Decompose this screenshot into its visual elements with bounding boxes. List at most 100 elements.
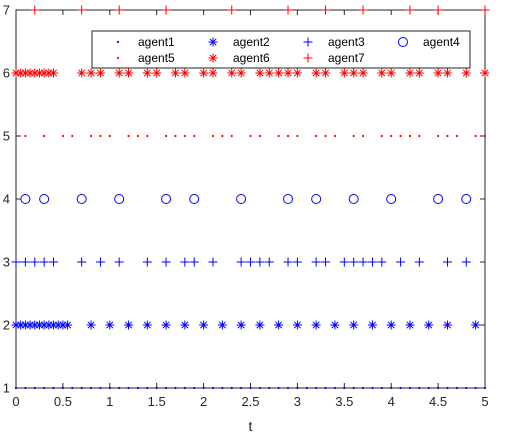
data-point-agent4 (283, 194, 294, 204)
x-tick-label: 1 (106, 394, 113, 409)
data-point-agent1 (343, 386, 346, 390)
data-point-agent6 (405, 68, 415, 78)
data-point-agent5 (352, 134, 355, 138)
data-point-agent6 (377, 68, 387, 78)
data-point-agent5 (296, 134, 299, 138)
data-point-agent3 (283, 257, 293, 267)
legend-label-agent3: agent3 (328, 35, 365, 49)
legend-label-agent5: agent5 (138, 51, 175, 65)
data-point-agent2 (386, 320, 396, 330)
data-point-agent1 (174, 386, 177, 390)
legend-marker-agent7 (303, 53, 313, 63)
data-point-agent4 (76, 194, 87, 204)
y-tick-label: 1 (3, 381, 10, 396)
data-point-agent1 (43, 386, 46, 390)
data-point-agent5 (333, 134, 337, 138)
data-point-agent3 (208, 257, 218, 267)
data-point-agent1 (240, 386, 243, 390)
data-point-agent3 (321, 257, 331, 267)
y-tick-label: 6 (3, 66, 10, 81)
data-point-agent3 (11, 257, 21, 267)
data-point-agent1 (61, 386, 64, 390)
data-point-agent1 (71, 386, 74, 390)
data-point-agent3 (367, 257, 377, 267)
data-point-agent4 (20, 194, 31, 204)
data-point-agent1 (80, 386, 83, 390)
data-point-agent4 (39, 194, 50, 204)
data-point-agent5 (361, 134, 365, 138)
series-agent3 (11, 257, 471, 267)
data-point-agent2 (11, 320, 21, 330)
data-point-agent2 (255, 320, 265, 330)
data-point-agent3 (246, 257, 255, 267)
data-point-agent6 (480, 68, 490, 78)
x-tick-label: 3 (294, 394, 301, 409)
data-point-agent4 (461, 194, 472, 204)
data-point-agent1 (268, 386, 271, 390)
data-point-agent5 (483, 134, 487, 138)
data-point-agent1 (108, 386, 111, 390)
data-point-agent1 (52, 386, 55, 390)
data-point-agent6 (39, 68, 49, 78)
data-point-agent6 (152, 68, 162, 78)
data-point-agent4 (433, 194, 444, 204)
data-point-agent1 (164, 386, 168, 390)
legend-box (91, 30, 471, 69)
data-point-agent5 (174, 134, 177, 138)
data-point-agent7 (433, 5, 443, 15)
data-point-agent6 (114, 68, 124, 78)
data-point-agent2 (39, 320, 49, 330)
data-point-agent1 (118, 386, 121, 390)
data-point-agent3 (20, 257, 30, 267)
data-point-agent6 (77, 68, 87, 78)
data-point-agent6 (349, 68, 359, 78)
data-point-agent2 (367, 320, 377, 330)
data-point-agent5 (211, 134, 215, 138)
data-point-agent3 (396, 257, 406, 267)
data-point-agent5 (390, 134, 393, 138)
data-point-agent2 (58, 320, 68, 330)
data-point-agent6 (11, 68, 21, 78)
data-point-agent1 (474, 386, 477, 390)
data-point-agent6 (25, 68, 35, 78)
x-tick-label: 0 (12, 394, 19, 409)
data-point-agent3 (142, 257, 152, 267)
data-point-agent5 (324, 134, 327, 138)
data-point-agent1 (324, 386, 327, 390)
data-point-agent6 (292, 68, 302, 78)
series-agent2 (11, 320, 481, 330)
y-tick-label: 4 (3, 192, 10, 207)
data-point-agent4 (189, 194, 200, 204)
series-agent7 (30, 5, 490, 15)
data-point-agent1 (136, 386, 140, 390)
data-point-agent1 (437, 386, 440, 390)
data-point-agent5 (437, 134, 440, 138)
data-point-agent1 (33, 386, 36, 390)
data-point-agent3 (292, 257, 302, 267)
data-point-agent2 (44, 320, 54, 330)
y-tick-label: 3 (3, 255, 10, 270)
data-point-agent1 (211, 386, 215, 390)
data-point-agent6 (358, 68, 368, 78)
data-point-agent1 (465, 386, 468, 390)
legend-item-agent6: agent6 (208, 51, 270, 65)
legend: agent1 agent2 agent3 agent4 agent5 agent6 agen… (91, 30, 471, 69)
data-point-agent3 (349, 257, 359, 267)
data-point-agent3 (461, 257, 471, 267)
legend-item-agent5: agent5 (116, 51, 175, 65)
data-point-agent5 (108, 134, 111, 138)
data-point-agent3 (255, 257, 265, 267)
legend-item-agent7: agent7 (303, 51, 365, 65)
data-point-agent7 (321, 5, 331, 15)
legend-marker-agent4 (398, 37, 408, 47)
data-point-agent7 (30, 5, 40, 15)
data-point-agent3 (264, 257, 274, 267)
data-point-agent6 (16, 68, 26, 78)
data-point-agent6 (20, 68, 30, 78)
data-point-agent2 (405, 320, 415, 330)
x-tick-label: 0.5 (54, 394, 72, 409)
data-point-agent2 (442, 320, 452, 330)
data-point-agent6 (199, 68, 209, 78)
data-point-agent6 (236, 68, 246, 78)
